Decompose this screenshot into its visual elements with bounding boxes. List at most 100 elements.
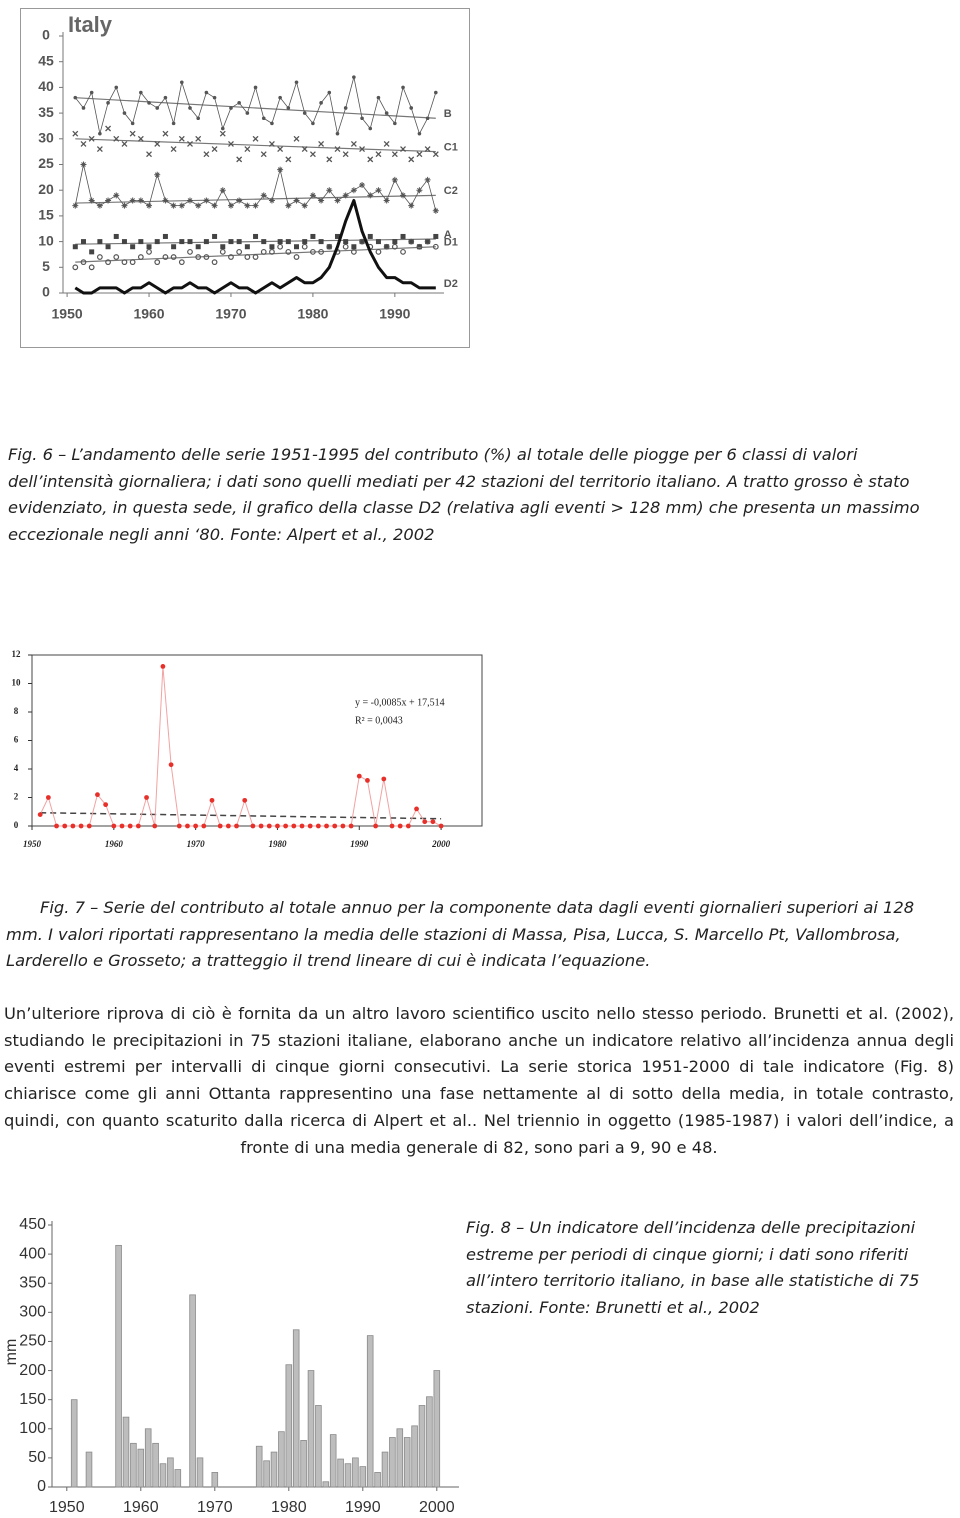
trend-line <box>75 238 436 245</box>
marker <box>430 819 436 825</box>
bar <box>137 1448 145 1488</box>
y-tick-label: 250 <box>19 1333 46 1350</box>
y-tick-label: 200 <box>19 1362 46 1379</box>
caption: Fig. 7 – Serie del contributo al totale … <box>6 898 915 971</box>
marker <box>315 823 321 829</box>
marker <box>144 795 149 800</box>
bar <box>70 1399 78 1488</box>
marker <box>319 101 323 105</box>
marker <box>260 248 267 255</box>
marker <box>326 187 333 194</box>
marker <box>225 823 231 829</box>
bar <box>122 1416 130 1488</box>
marker <box>178 202 185 209</box>
x-tick-label: 1960 <box>105 839 124 849</box>
bar <box>159 1463 167 1488</box>
bar <box>403 1437 411 1488</box>
y-tick-label: 15 <box>38 207 54 223</box>
trend-line <box>75 138 436 153</box>
marker <box>168 762 174 768</box>
marker <box>318 248 324 255</box>
marker <box>89 90 94 95</box>
marker <box>219 130 226 137</box>
marker <box>350 248 357 255</box>
marker <box>438 823 444 829</box>
marker <box>294 80 299 85</box>
y-tick-label: 4 <box>14 763 19 773</box>
bar <box>359 1466 367 1488</box>
marker <box>127 823 133 829</box>
marker <box>408 156 415 163</box>
marker <box>176 823 182 829</box>
marker <box>106 101 110 105</box>
marker <box>268 197 275 204</box>
marker <box>114 85 119 90</box>
chart-indicator: 0 50 100 150 200 250 300 350 400 450 1950 1960 1970 1… <box>3 1216 459 1516</box>
marker <box>122 111 127 115</box>
marker <box>311 121 315 126</box>
marker <box>397 823 403 829</box>
marker <box>326 243 333 250</box>
marker <box>54 823 59 829</box>
marker <box>408 202 415 209</box>
marker <box>203 151 210 158</box>
x-tick-label: 1970 <box>187 839 206 849</box>
marker <box>383 197 390 204</box>
marker <box>416 244 422 250</box>
marker <box>236 239 242 245</box>
marker <box>310 248 316 255</box>
marker <box>70 823 76 829</box>
series-label: C1 <box>444 142 458 154</box>
y-tick-label: 45 <box>38 52 54 68</box>
marker <box>301 243 308 250</box>
marker <box>391 243 398 250</box>
x-tick-label: 1970 <box>197 1499 233 1516</box>
marker <box>236 156 243 163</box>
marker <box>242 797 248 803</box>
marker <box>154 171 161 178</box>
y-tick-label: 8 <box>14 706 19 716</box>
x-tick-label: 1950 <box>49 1499 85 1516</box>
marker <box>275 823 280 829</box>
marker <box>162 254 169 260</box>
marker <box>105 244 111 250</box>
bar <box>211 1472 219 1488</box>
marker <box>367 233 373 239</box>
marker <box>391 151 398 158</box>
y-tick-label: 30 <box>38 130 54 146</box>
marker <box>203 239 209 245</box>
marker <box>236 197 243 204</box>
marker <box>121 259 128 266</box>
bar <box>322 1481 330 1488</box>
marker <box>113 135 120 142</box>
marker <box>129 259 136 266</box>
marker <box>212 233 218 239</box>
marker <box>253 233 259 239</box>
marker <box>260 192 267 199</box>
marker <box>130 244 136 250</box>
bar <box>366 1335 374 1488</box>
x-tick-label: 1960 <box>123 1499 159 1516</box>
marker <box>195 254 202 260</box>
y-tick-label: 5 <box>42 258 50 274</box>
marker <box>96 202 103 209</box>
marker <box>324 823 329 829</box>
x-tick-label: 1950 <box>23 839 42 849</box>
marker <box>220 126 225 131</box>
bar <box>144 1428 152 1488</box>
x-tick-label: 2000 <box>431 839 451 849</box>
marker <box>350 187 357 194</box>
x-tick-label: 1980 <box>271 1499 307 1516</box>
marker <box>121 239 127 245</box>
bar <box>329 1434 337 1488</box>
y-tick-label: 35 <box>38 104 54 120</box>
bar <box>300 1440 307 1488</box>
marker <box>376 95 381 100</box>
marker <box>160 664 166 669</box>
marker <box>105 197 112 204</box>
marker <box>211 146 218 153</box>
marker <box>408 239 414 245</box>
marker <box>327 90 332 95</box>
marker <box>229 106 233 110</box>
marker <box>203 197 210 204</box>
